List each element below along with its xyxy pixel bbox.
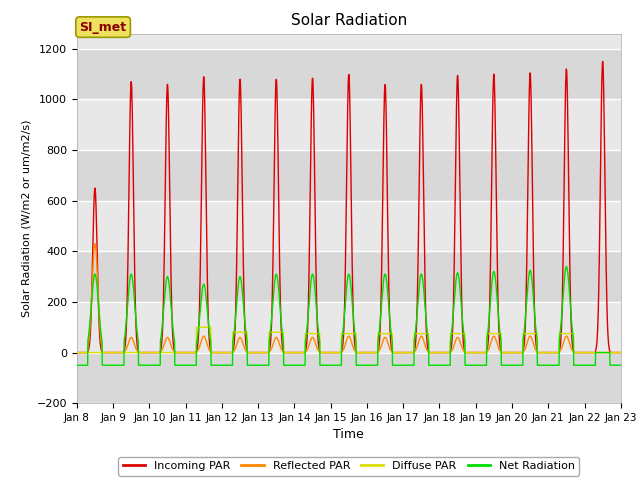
Bar bbox=[77, 302, 621, 353]
Title: Solar Radiation: Solar Radiation bbox=[291, 13, 407, 28]
Bar bbox=[77, 252, 621, 302]
Bar bbox=[77, 99, 621, 150]
Bar bbox=[77, 353, 621, 403]
Bar bbox=[77, 49, 621, 99]
Bar bbox=[77, 201, 621, 252]
Y-axis label: Solar Radiation (W/m2 or um/m2/s): Solar Radiation (W/m2 or um/m2/s) bbox=[21, 120, 31, 317]
Bar bbox=[77, 150, 621, 201]
Legend: Incoming PAR, Reflected PAR, Diffuse PAR, Net Radiation: Incoming PAR, Reflected PAR, Diffuse PAR… bbox=[118, 457, 579, 476]
Text: SI_met: SI_met bbox=[79, 21, 127, 34]
X-axis label: Time: Time bbox=[333, 429, 364, 442]
